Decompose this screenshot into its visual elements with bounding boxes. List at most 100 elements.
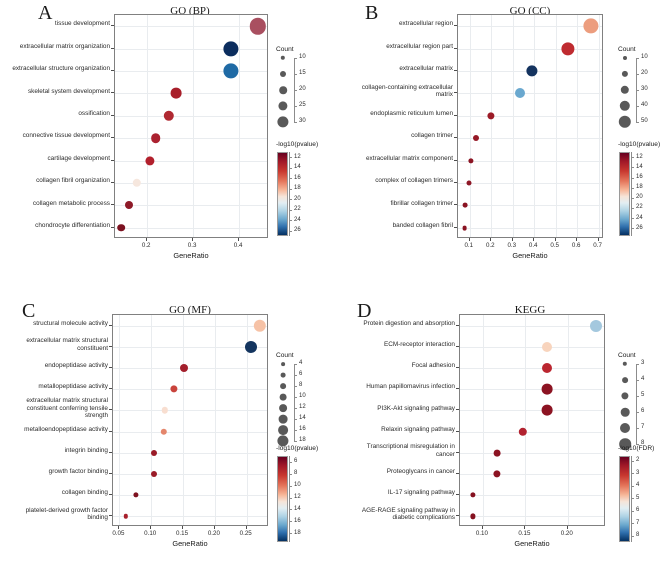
data-point[interactable] <box>170 87 182 99</box>
data-point[interactable] <box>244 340 257 353</box>
count-legend-dot <box>619 438 631 450</box>
data-point[interactable] <box>542 363 553 373</box>
data-point[interactable] <box>161 407 168 414</box>
count-legend-label: 4 <box>641 376 645 383</box>
colorbar-tick-label: 16 <box>294 517 301 524</box>
count-legend-dot <box>281 362 285 366</box>
plot-area-D <box>459 314 605 526</box>
x-axis-tick <box>576 238 578 241</box>
gridline-horizontal <box>115 26 267 28</box>
data-point[interactable] <box>125 201 134 210</box>
data-point[interactable] <box>160 428 168 435</box>
x-axis-tick-label: 0.10 <box>144 530 157 537</box>
x-axis-tick <box>118 526 120 529</box>
data-point[interactable] <box>170 385 178 393</box>
y-axis-label: AGE-RAGE signaling pathway in diabetic c… <box>361 506 455 522</box>
plot-area-C <box>112 314 268 526</box>
count-legend-dot <box>622 377 628 383</box>
data-point[interactable] <box>493 449 501 457</box>
data-point[interactable] <box>589 319 602 332</box>
gridline-vertical <box>193 15 195 237</box>
count-legend-dot <box>279 393 287 401</box>
data-point[interactable] <box>561 42 575 56</box>
data-point[interactable] <box>223 63 239 79</box>
data-point[interactable] <box>470 513 476 519</box>
count-legend-label: 12 <box>299 404 306 411</box>
data-point[interactable] <box>541 383 553 395</box>
data-point[interactable] <box>518 427 527 436</box>
y-axis-tick <box>454 159 457 161</box>
y-axis-label: collagen trimer <box>411 132 453 140</box>
gridline-horizontal <box>460 452 604 454</box>
data-point[interactable] <box>473 135 479 142</box>
data-point[interactable] <box>462 225 468 231</box>
data-point[interactable] <box>583 18 599 34</box>
gridline-vertical <box>525 315 527 525</box>
data-point[interactable] <box>163 110 174 121</box>
data-point[interactable] <box>132 178 142 188</box>
count-legend-tick <box>294 386 297 387</box>
data-point[interactable] <box>541 404 553 416</box>
data-point[interactable] <box>179 364 188 372</box>
y-axis-label: collagen-containing extracellular matrix <box>361 83 453 99</box>
colorbar-tick <box>289 509 292 511</box>
count-legend-tick <box>294 90 297 91</box>
data-point[interactable] <box>462 202 468 208</box>
y-axis-tick <box>456 388 459 390</box>
colorbar-tick-label: 14 <box>636 163 643 170</box>
y-axis-tick <box>109 494 112 496</box>
count-legend-dot <box>280 372 286 378</box>
data-point[interactable] <box>151 449 158 456</box>
y-axis-label: endopeptidase activity <box>44 362 108 370</box>
y-axis-tick <box>454 92 457 94</box>
count-legend-title: Count <box>276 352 294 359</box>
y-axis-label: complex of collagen trimers <box>375 177 453 185</box>
data-point[interactable] <box>144 156 155 166</box>
colorbar-tick <box>289 521 292 523</box>
count-legend-dot <box>619 100 631 112</box>
colorbar-tick <box>631 177 634 179</box>
data-point[interactable] <box>514 88 525 99</box>
y-axis-tick <box>454 204 457 206</box>
gridline-vertical <box>482 315 484 525</box>
colorbar-tick-label: 20 <box>636 194 643 201</box>
gridline-horizontal <box>460 410 604 412</box>
count-legend-rail <box>294 364 295 441</box>
y-axis-tick <box>111 204 114 206</box>
data-point[interactable] <box>493 470 501 478</box>
count-legend-label: 30 <box>299 118 306 125</box>
count-legend-dot <box>280 55 286 61</box>
gridline-vertical <box>512 15 514 237</box>
data-point[interactable] <box>526 65 538 77</box>
data-point[interactable] <box>253 319 267 332</box>
count-legend-label: 15 <box>299 70 306 77</box>
count-legend-tick <box>294 419 297 420</box>
data-point[interactable] <box>542 341 553 352</box>
data-point[interactable] <box>470 492 476 498</box>
colorbar-tick <box>631 498 634 500</box>
colorbar-tick <box>631 485 634 487</box>
data-point[interactable] <box>117 224 126 232</box>
count-legend-dot <box>623 56 627 60</box>
colorbar-tick-label: 18 <box>294 529 301 536</box>
gridline-vertical <box>119 315 121 525</box>
count-legend-tick <box>294 74 297 75</box>
data-point[interactable] <box>249 17 266 35</box>
x-axis-tick <box>213 526 215 529</box>
data-point[interactable] <box>133 492 139 498</box>
data-point[interactable] <box>487 112 495 120</box>
colorbar-tick <box>289 533 292 535</box>
colorbar-tick <box>289 209 292 211</box>
data-point[interactable] <box>123 514 128 519</box>
colorbar-tick-label: 3 <box>636 469 640 476</box>
data-point[interactable] <box>151 133 161 143</box>
x-axis-tick-label: 0.6 <box>571 242 581 249</box>
count-legend-label: 18 <box>299 437 306 444</box>
y-axis-label: extracellular region <box>399 20 453 28</box>
data-point[interactable] <box>150 471 157 477</box>
data-point[interactable] <box>223 41 239 57</box>
data-point[interactable] <box>468 158 474 164</box>
colorbar-tick-label: 18 <box>636 184 643 190</box>
colorbar-tick <box>289 473 292 475</box>
data-point[interactable] <box>466 180 472 186</box>
